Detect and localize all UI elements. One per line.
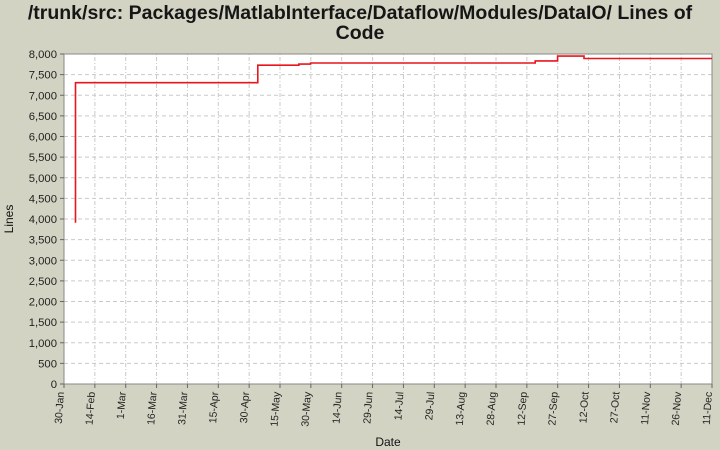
svg-text:15-May: 15-May: [269, 391, 283, 428]
svg-text:11-Nov: 11-Nov: [639, 391, 653, 426]
svg-text:14-Feb: 14-Feb: [84, 391, 98, 425]
svg-text:27-Oct: 27-Oct: [608, 391, 622, 423]
svg-text:1,500: 1,500: [29, 317, 57, 329]
svg-text:30-Apr: 30-Apr: [238, 391, 252, 424]
svg-text:27-Sep: 27-Sep: [546, 391, 560, 426]
svg-text:29-Jul: 29-Jul: [423, 391, 437, 420]
svg-text:31-Mar: 31-Mar: [176, 391, 190, 426]
svg-text:1-Mar: 1-Mar: [115, 391, 129, 420]
svg-text:500: 500: [38, 358, 57, 370]
svg-text:26-Nov: 26-Nov: [670, 391, 684, 426]
svg-text:2,500: 2,500: [29, 276, 57, 288]
svg-text:14-Jul: 14-Jul: [392, 391, 406, 420]
svg-text:11-Dec: 11-Dec: [701, 391, 715, 425]
svg-text:30-Jan: 30-Jan: [53, 391, 67, 424]
svg-text:5,500: 5,500: [29, 152, 57, 164]
svg-text:6,000: 6,000: [29, 132, 57, 144]
svg-text:30-May: 30-May: [299, 391, 313, 428]
svg-text:Date: Date: [375, 435, 401, 449]
svg-text:29-Jun: 29-Jun: [361, 391, 375, 424]
svg-text:3,000: 3,000: [29, 255, 57, 267]
svg-text:13-Aug: 13-Aug: [454, 391, 468, 426]
svg-text:2,000: 2,000: [29, 297, 57, 309]
svg-text:3,500: 3,500: [29, 235, 57, 247]
svg-text:12-Sep: 12-Sep: [516, 391, 530, 426]
svg-text:4,000: 4,000: [29, 214, 57, 226]
svg-text:0: 0: [51, 379, 57, 391]
svg-text:7,000: 7,000: [29, 90, 57, 102]
svg-text:6,500: 6,500: [29, 111, 57, 123]
svg-text:7,500: 7,500: [29, 70, 57, 82]
svg-text:15-Apr: 15-Apr: [207, 391, 221, 424]
svg-text:Lines: Lines: [2, 205, 16, 234]
svg-text:8,000: 8,000: [29, 49, 57, 61]
svg-text:12-Oct: 12-Oct: [577, 391, 591, 423]
svg-text:1,000: 1,000: [29, 338, 57, 350]
svg-text:28-Aug: 28-Aug: [485, 391, 499, 426]
svg-text:4,500: 4,500: [29, 193, 57, 205]
svg-text:5,000: 5,000: [29, 173, 57, 185]
svg-text:14-Jun: 14-Jun: [330, 391, 344, 424]
svg-text:16-Mar: 16-Mar: [145, 391, 159, 426]
